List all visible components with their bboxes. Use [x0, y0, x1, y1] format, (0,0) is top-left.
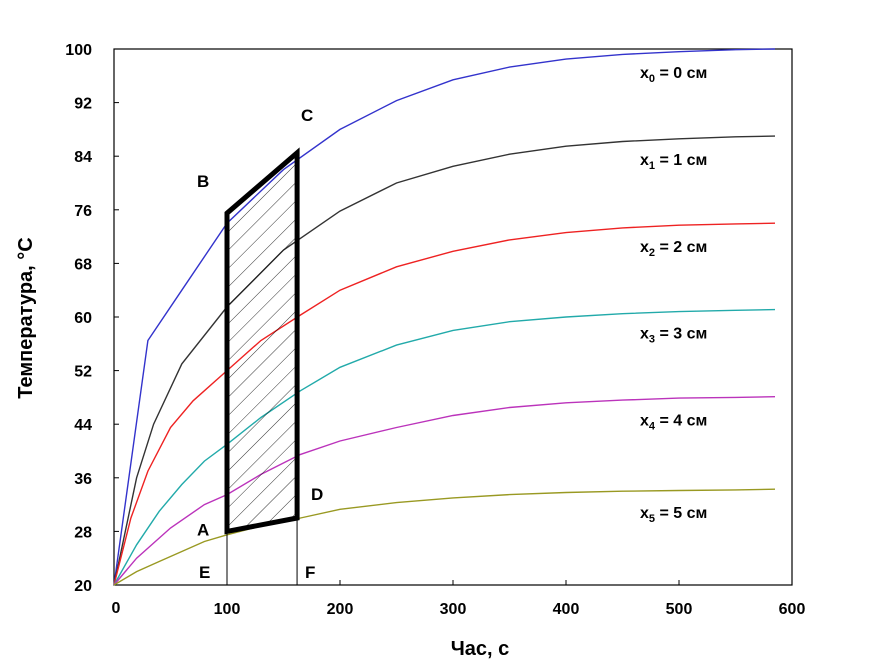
series-label-rest: = 5 см — [655, 505, 707, 522]
y-tick-label: 52 — [74, 364, 92, 381]
series-label-var: x — [640, 326, 649, 343]
y-tick-label: 44 — [74, 417, 92, 434]
series-line-x4 — [113, 396, 776, 586]
y-tick-label: 100 — [65, 42, 92, 59]
series-label-subscript: 4 — [649, 421, 656, 433]
y-tick-label: 36 — [74, 471, 92, 488]
point-label-d: D — [311, 485, 323, 504]
x-tick-label: 500 — [666, 601, 693, 618]
x-origin-label: 0 — [112, 600, 121, 617]
series-label-rest: = 4 см — [655, 413, 707, 430]
y-axis-title: Температура, °C — [15, 237, 37, 398]
series-label-x1: x1 = 1 см — [640, 152, 707, 172]
series-label-rest: = 0 см — [655, 65, 707, 82]
series-line-x2 — [113, 222, 776, 586]
series-label-rest: = 3 см — [655, 326, 707, 343]
y-tick-label: 76 — [74, 203, 92, 220]
point-label-b: B — [197, 172, 209, 191]
series-line-x0 — [113, 48, 776, 586]
series-label-subscript: 0 — [649, 73, 655, 85]
series-label-x0: x0 = 0 см — [640, 65, 707, 85]
series-label-var: x — [640, 239, 649, 256]
series-line-x5 — [113, 488, 776, 586]
series-label-var: x — [640, 413, 649, 430]
y-tick-label: 60 — [74, 310, 92, 327]
y-tick-label: 28 — [74, 524, 92, 541]
y-tick-label: 84 — [74, 149, 92, 166]
series-label-x2: x2 = 2 см — [640, 239, 707, 259]
series-label-var: x — [640, 65, 649, 82]
hatched-region — [227, 152, 298, 532]
point-label-c: C — [301, 106, 313, 125]
series-label-subscript: 1 — [649, 160, 655, 172]
series-label-rest: = 1 см — [655, 152, 707, 169]
series-line-x3 — [113, 308, 776, 586]
series-label-rest: = 2 см — [655, 239, 707, 256]
x-tick-label: 200 — [327, 601, 354, 618]
series-label-var: x — [640, 505, 649, 522]
point-label-a: A — [197, 520, 209, 539]
point-label-f: F — [305, 563, 315, 582]
y-tick-label: 20 — [74, 578, 92, 595]
y-tick-label: 92 — [74, 96, 92, 113]
series-label-x5: x5 = 5 см — [640, 505, 707, 525]
x-tick-label: 400 — [553, 601, 580, 618]
series-line-x1 — [113, 135, 776, 586]
x-axis-title: Час, с — [451, 638, 510, 660]
series-label-x3: x3 = 3 см — [640, 326, 707, 346]
series-label-var: x — [640, 152, 649, 169]
series-label-subscript: 5 — [649, 513, 655, 525]
series-label-subscript: 2 — [649, 247, 655, 259]
region-outline — [224, 147, 300, 535]
series-label-x4: x4 = 4 см — [640, 413, 707, 433]
x-tick-label: 100 — [214, 601, 241, 618]
x-tick-label: 300 — [440, 601, 467, 618]
series-label-subscript: 3 — [649, 334, 655, 346]
point-label-e: E — [199, 563, 210, 582]
y-tick-label: 68 — [74, 256, 92, 273]
x-tick-label: 600 — [779, 601, 806, 618]
